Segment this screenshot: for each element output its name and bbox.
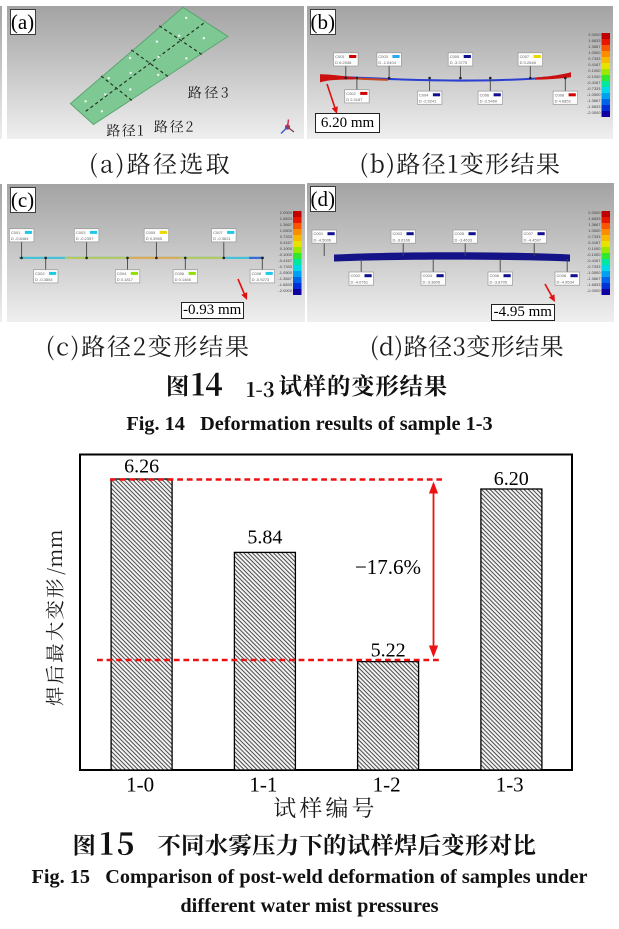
svg-text:-0.1000: -0.1000: [587, 74, 601, 79]
svg-text:C002: C002: [35, 271, 45, 276]
svg-text:D -2.5490: D -2.5490: [480, 98, 498, 103]
svg-text:D -4.0761: D -4.0761: [351, 279, 369, 284]
svg-text:C008: C008: [252, 271, 262, 276]
svg-text:D -0.2357: D -0.2357: [76, 236, 94, 241]
svg-text:C002: C002: [346, 91, 356, 96]
svg-text:-1.0500: -1.0500: [278, 270, 292, 275]
svg-text:D -2.9241: D -2.9241: [419, 98, 437, 103]
svg-text:C003: C003: [393, 231, 403, 236]
svg-text:1.6833: 1.6833: [280, 216, 293, 221]
svg-text:C004: C004: [117, 271, 127, 276]
svg-text:D 0.2648: D 0.2648: [520, 60, 537, 65]
svg-text:1.0500: 1.0500: [280, 228, 293, 233]
svg-text:C006: C006: [175, 271, 185, 276]
svg-text:C006: C006: [480, 92, 490, 97]
svg-text:-0.7333: -0.7333: [278, 264, 292, 269]
svg-text:C007: C007: [520, 54, 530, 59]
svg-text:−17.6%: −17.6%: [355, 555, 421, 579]
svg-text:-1.6833: -1.6833: [278, 282, 292, 287]
svg-text:0.7333: 0.7333: [280, 234, 293, 239]
svg-text:5.22: 5.22: [371, 640, 406, 662]
svg-text:D -3.8705: D -3.8705: [490, 279, 508, 284]
svg-text:C008: C008: [557, 273, 567, 278]
svg-text:2.0000: 2.0000: [588, 32, 601, 37]
svg-text:D -4.5006: D -4.5006: [314, 237, 332, 242]
svg-text:C003: C003: [76, 230, 86, 235]
svg-text:2.0000: 2.0000: [588, 210, 601, 215]
svg-text:-2.0000: -2.0000: [587, 288, 601, 293]
svg-text:D -3.3805: D -3.3805: [423, 279, 441, 284]
svg-text:1.3667: 1.3667: [588, 222, 601, 227]
svg-text:C005: C005: [146, 230, 156, 235]
svg-text:0.4167: 0.4167: [588, 240, 601, 245]
svg-text:6.26: 6.26: [124, 455, 159, 477]
svg-text:C005: C005: [450, 54, 460, 59]
svg-text:0.4167: 0.4167: [280, 240, 293, 245]
svg-text:D -0.9273: D -0.9273: [252, 277, 270, 282]
svg-text:D 4.6852: D 4.6852: [555, 98, 572, 103]
svg-text:1.0500: 1.0500: [588, 50, 601, 55]
svg-text:-1.3667: -1.3667: [587, 98, 601, 103]
svg-text:D -3.4633: D -3.4633: [455, 237, 473, 242]
svg-text:-0.1000: -0.1000: [278, 252, 292, 257]
svg-text:-1.3667: -1.3667: [278, 276, 292, 281]
svg-text:-0.4167: -0.4167: [278, 258, 292, 263]
svg-text:C001: C001: [314, 231, 324, 236]
svg-text:1.0500: 1.0500: [588, 228, 601, 233]
svg-text:D -1.0404: D -1.0404: [378, 60, 396, 65]
svg-text:1-1: 1-1: [249, 773, 277, 797]
svg-text:-1.6833: -1.6833: [587, 282, 601, 287]
svg-text:0.1000: 0.1000: [280, 246, 293, 251]
svg-text:1-0: 1-0: [126, 773, 154, 797]
svg-text:C004: C004: [419, 92, 429, 97]
svg-text:C006: C006: [490, 273, 500, 278]
svg-text:D -0.3621: D -0.3621: [213, 236, 231, 241]
svg-text:2.0000: 2.0000: [280, 210, 293, 215]
svg-text:0.7333: 0.7333: [588, 234, 601, 239]
svg-text:D 6.2548: D 6.2548: [335, 60, 352, 65]
svg-text:-1.6833: -1.6833: [587, 104, 601, 109]
svg-text:D -4.9534: D -4.9534: [557, 279, 575, 284]
svg-text:-0.4167: -0.4167: [587, 258, 601, 263]
svg-text:D 0.1466: D 0.1466: [175, 277, 192, 282]
svg-text:-0.4167: -0.4167: [587, 80, 601, 85]
svg-text:0.1000: 0.1000: [588, 68, 601, 73]
svg-text:1.3667: 1.3667: [280, 222, 293, 227]
svg-text:D -4.4597: D -4.4597: [524, 237, 542, 242]
svg-text:D 0.3985: D 0.3985: [146, 236, 163, 241]
svg-text:D -3.6166: D -3.6166: [393, 237, 411, 242]
svg-text:C001: C001: [335, 54, 345, 59]
svg-text:C002: C002: [351, 273, 361, 278]
svg-text:D -0.3854: D -0.3854: [35, 277, 53, 282]
svg-text:C008: C008: [555, 92, 565, 97]
svg-text:D 0.1817: D 0.1817: [117, 277, 134, 282]
svg-text:C004: C004: [423, 273, 433, 278]
svg-text:1.6833: 1.6833: [588, 216, 601, 221]
svg-text:0.4167: 0.4167: [588, 62, 601, 67]
svg-text:D -0.8484: D -0.8484: [11, 236, 29, 241]
svg-text:-1.0500: -1.0500: [587, 92, 601, 97]
svg-text:C007: C007: [524, 231, 534, 236]
svg-text:-0.7333: -0.7333: [587, 264, 601, 269]
svg-text:C001: C001: [11, 230, 21, 235]
svg-text:-1.3667: -1.3667: [587, 276, 601, 281]
svg-text:6.20: 6.20: [494, 468, 529, 490]
svg-text:1.6833: 1.6833: [588, 38, 601, 43]
svg-text:C007: C007: [213, 230, 223, 235]
svg-text:0.7333: 0.7333: [588, 56, 601, 61]
svg-text:D 2.3187: D 2.3187: [346, 97, 363, 102]
svg-text:1-2: 1-2: [373, 773, 401, 797]
svg-text:1-3: 1-3: [496, 773, 524, 797]
svg-text:-0.1000: -0.1000: [587, 252, 601, 257]
svg-text:C003: C003: [378, 54, 388, 59]
svg-text:-0.7333: -0.7333: [587, 86, 601, 91]
svg-text:-2.0000: -2.0000: [587, 110, 601, 115]
svg-text:1.3667: 1.3667: [588, 44, 601, 49]
svg-text:0.1000: 0.1000: [588, 246, 601, 251]
svg-text:5.84: 5.84: [247, 527, 282, 549]
svg-text:-2.0000: -2.0000: [278, 288, 292, 293]
svg-text:C005: C005: [455, 231, 465, 236]
svg-text:D -3.3775: D -3.3775: [450, 60, 468, 65]
svg-text:-1.0500: -1.0500: [587, 270, 601, 275]
